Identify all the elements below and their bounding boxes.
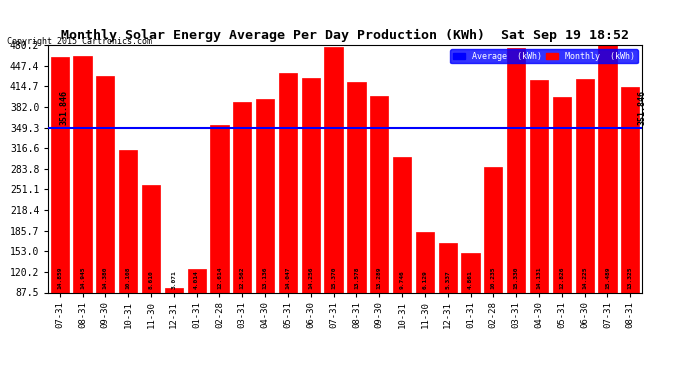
Bar	[507, 48, 525, 348]
Text: 4.861: 4.861	[468, 271, 473, 290]
Bar	[165, 288, 183, 348]
Text: 351.846: 351.846	[637, 90, 647, 125]
Text: 15.489: 15.489	[605, 267, 610, 290]
Text: 12.614: 12.614	[217, 267, 222, 290]
Text: 13.289: 13.289	[377, 267, 382, 290]
Bar	[462, 253, 480, 348]
Text: 5.337: 5.337	[445, 271, 450, 290]
Bar	[96, 76, 115, 348]
Bar	[119, 150, 137, 348]
Bar	[553, 97, 571, 348]
Text: 12.826: 12.826	[560, 267, 564, 290]
Bar	[621, 87, 640, 348]
Text: 13.578: 13.578	[354, 267, 359, 290]
Bar	[73, 56, 92, 348]
Bar	[598, 45, 617, 348]
Bar	[233, 102, 251, 348]
Text: 14.225: 14.225	[582, 267, 587, 290]
Text: 14.945: 14.945	[80, 267, 85, 290]
Text: 9.746: 9.746	[400, 271, 404, 290]
Text: 15.370: 15.370	[331, 267, 336, 290]
Text: 14.047: 14.047	[286, 267, 290, 290]
Title: Monthly Solar Energy Average Per Day Production (KWh)  Sat Sep 19 18:52: Monthly Solar Energy Average Per Day Pro…	[61, 29, 629, 42]
Bar	[484, 167, 502, 348]
Bar	[575, 79, 594, 348]
Text: 8.610: 8.610	[148, 271, 153, 290]
Text: 3.071: 3.071	[171, 271, 177, 290]
Bar	[142, 185, 160, 348]
Text: 13.136: 13.136	[263, 267, 268, 290]
Bar	[279, 73, 297, 348]
Text: Copyright 2015 Cartronics.com: Copyright 2015 Cartronics.com	[7, 38, 152, 46]
Bar	[530, 81, 548, 348]
Text: 13.325: 13.325	[628, 267, 633, 290]
Bar	[393, 157, 411, 348]
Text: 351.846: 351.846	[60, 90, 69, 125]
Text: 14.380: 14.380	[103, 267, 108, 290]
Bar	[210, 125, 228, 348]
Bar	[302, 78, 320, 348]
Bar	[256, 99, 274, 348]
Bar	[324, 47, 343, 348]
Text: 10.108: 10.108	[126, 267, 130, 290]
Bar	[416, 232, 434, 348]
Bar	[439, 243, 457, 348]
Text: 12.562: 12.562	[240, 267, 245, 290]
Text: 14.256: 14.256	[308, 267, 313, 290]
Bar	[370, 96, 388, 348]
Legend: Average  (kWh), Monthly  (kWh): Average (kWh), Monthly (kWh)	[450, 49, 638, 63]
Text: 14.859: 14.859	[57, 267, 62, 290]
Bar	[50, 57, 69, 348]
Text: 10.235: 10.235	[491, 267, 496, 290]
Bar	[188, 269, 206, 348]
Bar	[347, 82, 366, 348]
Text: 6.129: 6.129	[422, 271, 427, 290]
Text: 15.330: 15.330	[513, 267, 519, 290]
Text: 14.131: 14.131	[537, 267, 542, 290]
Text: 4.014: 4.014	[194, 271, 199, 290]
